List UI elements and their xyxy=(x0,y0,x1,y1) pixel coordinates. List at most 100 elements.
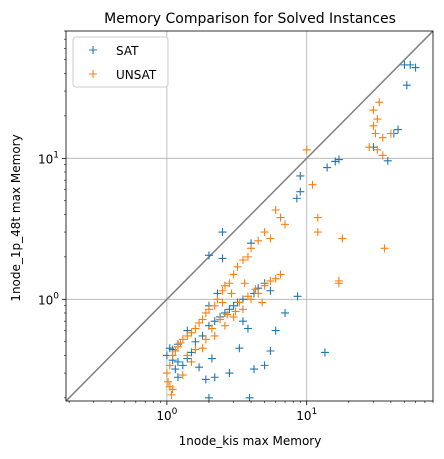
data-point xyxy=(168,385,177,394)
data-point xyxy=(369,106,378,115)
data-point xyxy=(271,206,280,215)
data-point xyxy=(258,298,267,307)
data-point xyxy=(191,337,200,346)
data-point xyxy=(235,344,244,353)
data-point xyxy=(201,308,210,317)
data-point xyxy=(195,363,204,372)
data-point xyxy=(247,244,256,253)
data-point xyxy=(281,220,290,229)
data-point xyxy=(308,180,317,189)
data-point xyxy=(198,331,207,340)
data-point xyxy=(331,157,340,166)
y-tick-label: 101 xyxy=(38,150,59,166)
data-point xyxy=(168,351,177,360)
data-point xyxy=(402,81,411,90)
data-point xyxy=(238,256,247,265)
data-point xyxy=(293,292,302,301)
data-point xyxy=(220,281,229,290)
data-point xyxy=(173,342,182,351)
data-point xyxy=(162,369,171,378)
data-point xyxy=(198,315,207,324)
data-point xyxy=(406,60,415,69)
data-point xyxy=(235,298,244,307)
data-point xyxy=(238,305,247,314)
data-point xyxy=(243,324,252,333)
data-point xyxy=(223,310,232,319)
data-point xyxy=(271,274,280,283)
y-tick-label: 100 xyxy=(38,291,59,307)
data-point xyxy=(266,234,275,243)
data-point xyxy=(204,251,213,260)
data-point xyxy=(225,369,234,378)
data-point xyxy=(210,373,219,382)
axes-frame xyxy=(65,30,434,402)
diagonal-reference-line xyxy=(66,31,433,401)
legend: SAT UNSAT xyxy=(72,36,169,88)
x-axis-title: 1node_kis max Memory xyxy=(179,434,322,448)
data-point xyxy=(229,270,238,279)
data-point xyxy=(183,351,192,360)
legend-label-sat: SAT xyxy=(116,44,139,58)
data-point xyxy=(369,121,378,130)
data-point xyxy=(165,344,174,353)
data-point xyxy=(378,133,387,142)
x-tick-label: 100 xyxy=(156,407,177,423)
data-point xyxy=(411,63,420,72)
data-point xyxy=(296,171,305,180)
data-point xyxy=(302,145,311,154)
data-point xyxy=(260,228,269,237)
data-point xyxy=(292,194,301,203)
data-point xyxy=(276,213,285,222)
data-point xyxy=(254,289,263,298)
data-point xyxy=(266,276,275,285)
series-unsat xyxy=(162,98,395,399)
data-point xyxy=(220,321,229,330)
data-point xyxy=(380,244,389,253)
data-point xyxy=(386,129,395,138)
data-point xyxy=(394,125,403,134)
data-point xyxy=(334,155,343,164)
data-point xyxy=(320,348,329,357)
data-point xyxy=(276,270,285,279)
data-point xyxy=(266,286,275,295)
data-point xyxy=(216,315,225,324)
data-point xyxy=(227,289,236,298)
data-point xyxy=(231,307,240,316)
data-point xyxy=(191,324,200,333)
data-point xyxy=(225,279,234,288)
diagonal-line xyxy=(66,31,433,401)
data-point xyxy=(313,213,322,222)
legend-marker-sat xyxy=(89,46,97,54)
data-point xyxy=(383,156,392,165)
data-point xyxy=(195,318,204,327)
data-point xyxy=(233,262,242,271)
data-point xyxy=(210,301,219,310)
x-tick-label: 101 xyxy=(296,407,317,423)
data-point xyxy=(313,228,322,237)
plot-frame xyxy=(65,30,434,402)
data-point xyxy=(171,346,180,355)
data-point xyxy=(187,328,196,337)
data-point xyxy=(178,361,187,370)
data-point xyxy=(171,365,180,374)
data-point xyxy=(250,365,259,374)
data-point xyxy=(201,335,210,344)
data-points xyxy=(162,60,420,401)
data-point xyxy=(183,331,192,340)
data-point xyxy=(371,129,380,138)
data-point xyxy=(225,305,234,314)
data-point xyxy=(245,393,254,401)
x-axis-ticks: 100 101 xyxy=(68,401,434,423)
data-point xyxy=(167,390,176,399)
data-point xyxy=(281,308,290,317)
legend-label-unsat: UNSAT xyxy=(116,68,157,82)
y-axis-title: 1node_1p_48t max Memory xyxy=(9,134,23,301)
data-point xyxy=(207,324,216,333)
data-point xyxy=(201,375,210,384)
data-point xyxy=(338,234,347,243)
data-point xyxy=(251,285,260,294)
data-point xyxy=(373,145,382,154)
data-point xyxy=(260,361,269,370)
data-point xyxy=(204,393,213,401)
